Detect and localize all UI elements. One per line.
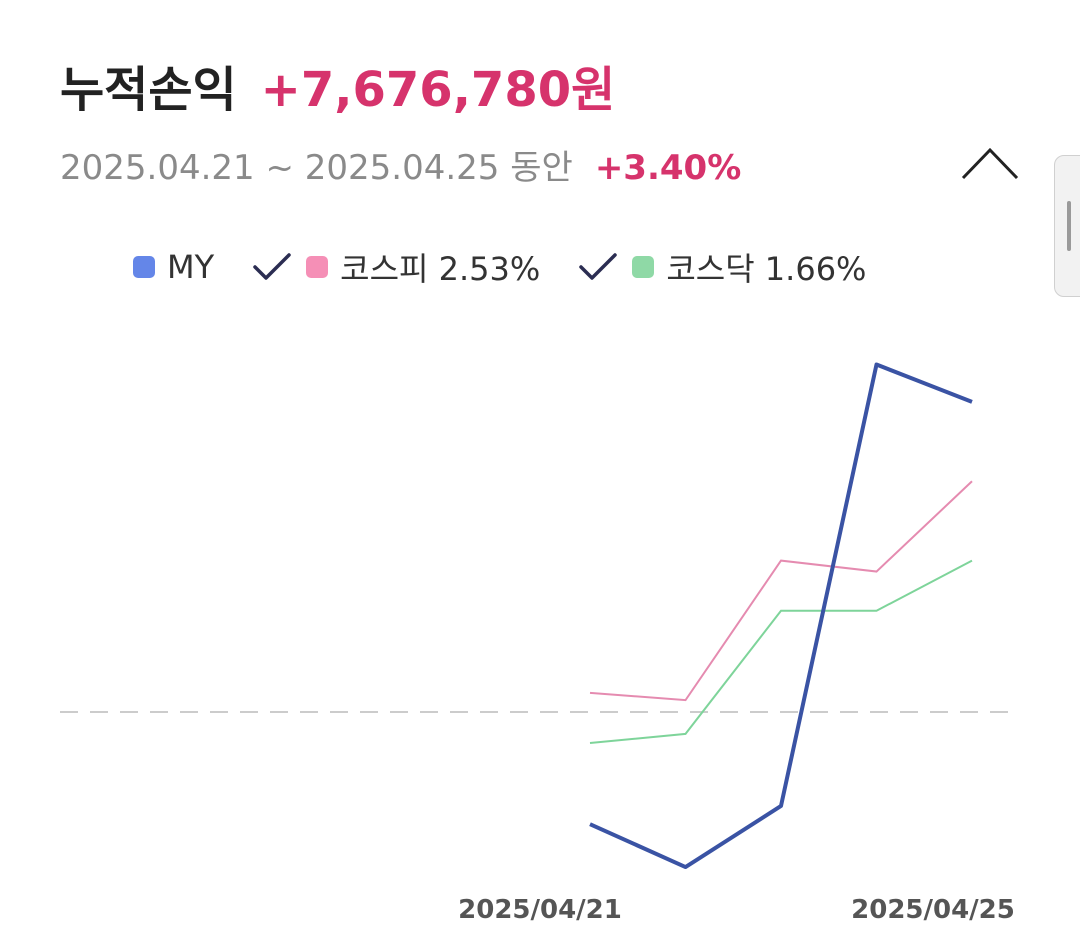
collapse-button[interactable]	[955, 140, 1025, 190]
legend-swatch-kosdaq	[632, 256, 655, 278]
legend: MY 코스피 2.53% 코스닥 1.66%	[133, 244, 866, 290]
my-line	[589, 362, 973, 870]
legend-item-kospi: 코스피 2.53%	[306, 244, 540, 290]
legend-label-kosdaq: 코스닥 1.66%	[666, 250, 867, 288]
legend-label-my: MY	[167, 248, 215, 286]
period-range: 2025.04.21 ~ 2025.04.25 동안	[60, 148, 573, 188]
kosdaq-check-icon[interactable]	[578, 252, 618, 282]
kospi-check-icon[interactable]	[252, 252, 292, 282]
legend-swatch-kospi	[306, 256, 329, 278]
cumulative-profit-label: 누적손익	[60, 62, 237, 118]
legend-label-kospi: 코스피 2.53%	[340, 250, 541, 288]
cumulative-profit-value: +7,676,780원	[260, 62, 616, 118]
side-panel-handle[interactable]	[1054, 155, 1080, 297]
x-tick-label-start: 2025/04/21	[458, 895, 622, 925]
legend-item-my: MY	[133, 248, 214, 286]
x-tick-label-end: 2025/04/25	[851, 895, 1015, 925]
legend-swatch-my	[133, 256, 155, 278]
return-rate: +3.40%	[594, 148, 742, 188]
title-row: 누적손익 +7,676,780원	[60, 50, 615, 120]
grip-icon	[1067, 201, 1071, 251]
chevron-up-icon	[961, 147, 1019, 180]
legend-item-kosdaq: 코스닥 1.66%	[632, 244, 866, 290]
kosdaq-line	[589, 559, 973, 745]
period-row: 2025.04.21 ~ 2025.04.25 동안 +3.40%	[60, 140, 741, 189]
